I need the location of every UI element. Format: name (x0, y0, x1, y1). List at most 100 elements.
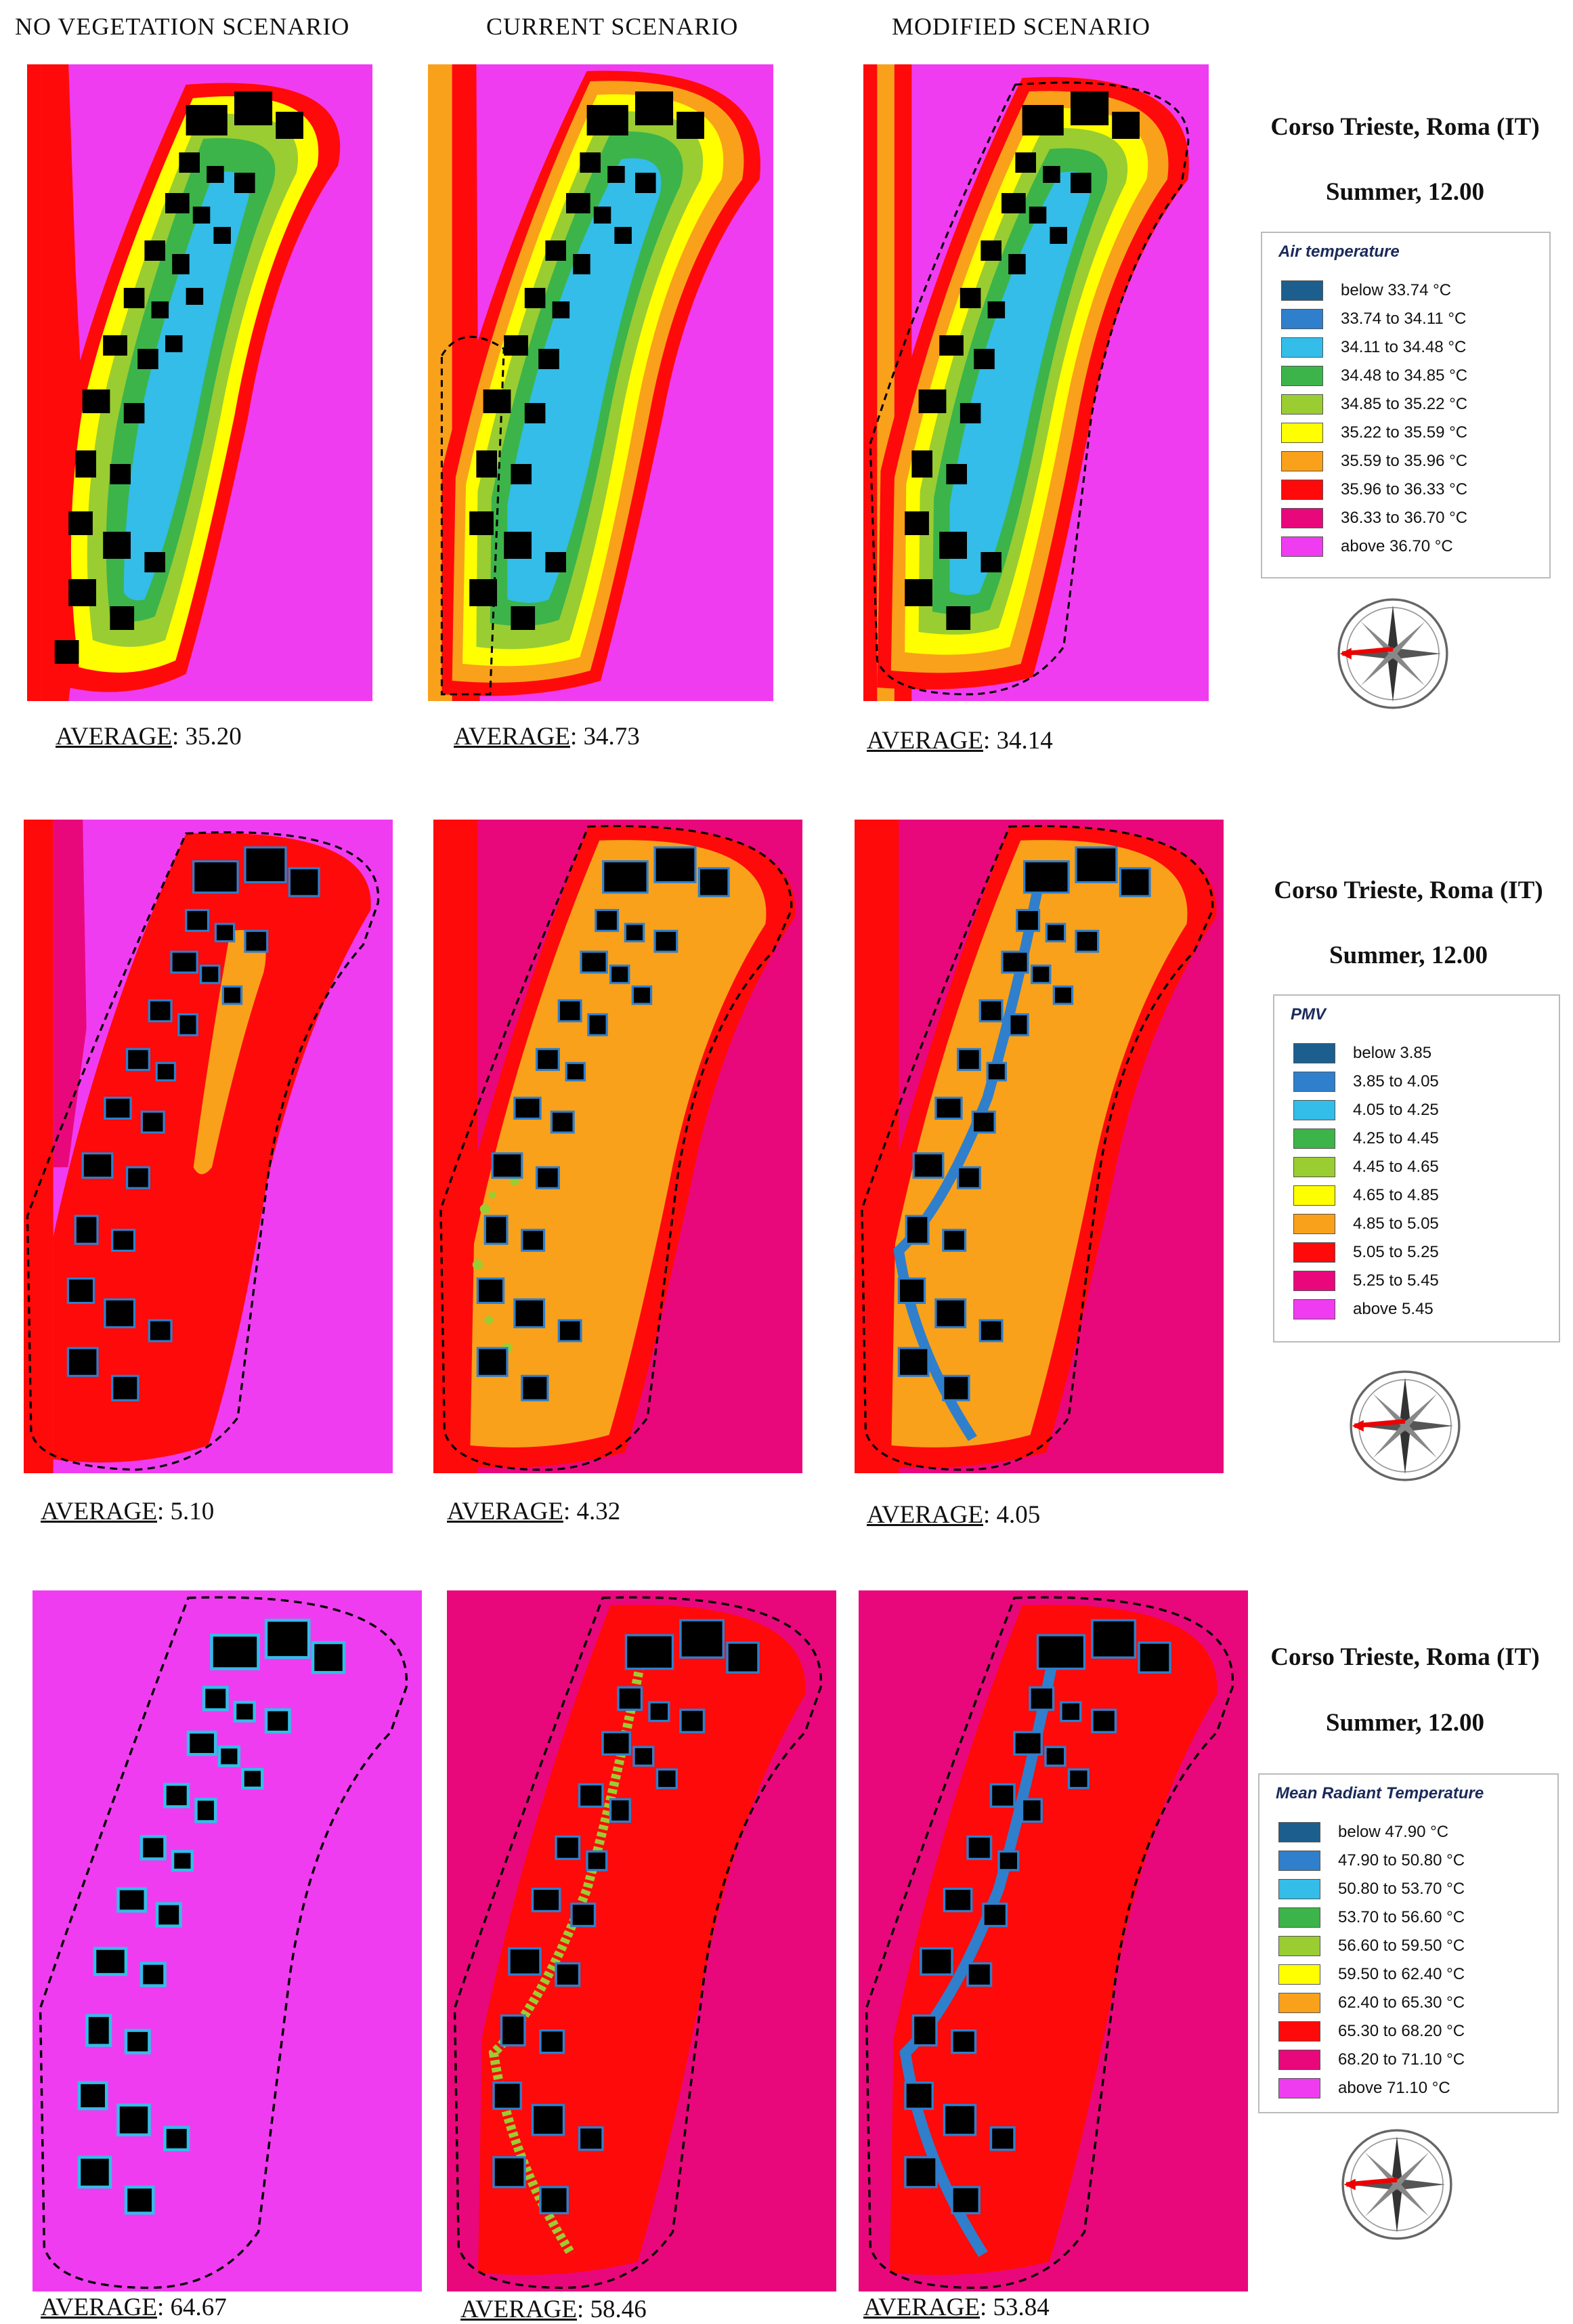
legend-swatch (1293, 1299, 1335, 1319)
column-header-current: CURRENT SCENARIO (486, 13, 739, 40)
map-pmv-no-vegetation (24, 820, 393, 1473)
legend-swatch (1278, 1822, 1320, 1842)
legend-row: above 5.45 (1293, 1298, 1434, 1321)
legend-row: 4.25 to 4.45 (1293, 1127, 1439, 1150)
site-title-row2: Corso Trieste, Roma (IT) (1274, 876, 1543, 904)
legend-row: 34.11 to 34.48 °C (1281, 336, 1466, 359)
legend-row: 62.40 to 65.30 °C (1278, 1991, 1465, 2014)
legend-title: PMV (1291, 1005, 1327, 1023)
legend-swatch (1281, 536, 1323, 557)
legend-label: below 47.90 °C (1338, 1823, 1449, 1841)
legend-row: above 71.10 °C (1278, 2077, 1450, 2100)
legend-label: 4.65 to 4.85 (1353, 1186, 1439, 1204)
legend-row: 4.65 to 4.85 (1293, 1184, 1439, 1207)
compass-rose-icon (1335, 596, 1450, 711)
map-mrt-no-vegetation (33, 1590, 422, 2291)
map-air-temp-no-vegetation (27, 64, 372, 701)
legend-label: 35.96 to 36.33 °C (1341, 480, 1468, 499)
legend-row: 4.85 to 5.05 (1293, 1212, 1439, 1235)
legend-label: 4.25 to 4.45 (1353, 1129, 1439, 1147)
map-pmv-current (433, 820, 802, 1473)
average-mrt-current: AVERAGE: 58.46 (460, 2296, 647, 2323)
legend-label: above 71.10 °C (1338, 2079, 1450, 2097)
legend-label: 34.48 to 34.85 °C (1341, 366, 1468, 385)
legend-row: 56.60 to 59.50 °C (1278, 1935, 1465, 1958)
legend-title: Mean Radiant Temperature (1276, 1784, 1484, 1802)
legend-swatch (1281, 451, 1323, 471)
legend-swatch (1281, 337, 1323, 358)
legend-row: 68.20 to 71.10 °C (1278, 2048, 1465, 2071)
legend-label: below 3.85 (1353, 1044, 1432, 1062)
compass-rose-icon (1339, 2127, 1455, 2242)
legend-row: 4.05 to 4.25 (1293, 1099, 1439, 1122)
legend-swatch (1281, 366, 1323, 386)
legend-row: below 3.85 (1293, 1042, 1431, 1065)
legend-row: 34.85 to 35.22 °C (1281, 393, 1467, 416)
legend-row: 5.05 to 5.25 (1293, 1241, 1439, 1264)
site-title-row1: Corso Trieste, Roma (IT) (1270, 113, 1540, 141)
legend-swatch (1293, 1157, 1335, 1177)
legend-row: 50.80 to 53.70 °C (1278, 1878, 1465, 1901)
legend-swatch (1281, 480, 1323, 500)
legend-row: 47.90 to 50.80 °C (1278, 1849, 1465, 1872)
legend-row: 3.85 to 4.05 (1293, 1070, 1439, 1093)
legend-label: above 5.45 (1353, 1300, 1434, 1318)
legend-label: 53.70 to 56.60 °C (1338, 1908, 1465, 1926)
legend-swatch (1293, 1271, 1335, 1291)
legend-title: Air temperature (1278, 242, 1400, 261)
legend-pmv: PMV below 3.85 3.85 to 4.05 4.05 to 4.25 4.… (1273, 994, 1560, 1343)
legend-swatch (1278, 1993, 1320, 2013)
legend-swatch (1293, 1214, 1335, 1234)
legend-label: 35.59 to 35.96 °C (1341, 452, 1468, 470)
site-title-row3: Corso Trieste, Roma (IT) (1270, 1643, 1540, 1671)
column-header-modified: MODIFIED SCENARIO (892, 13, 1151, 40)
legend-swatch (1281, 394, 1323, 415)
legend-label: 35.22 to 35.59 °C (1341, 423, 1468, 442)
legend-label: 4.45 to 4.65 (1353, 1158, 1439, 1176)
average-air-temp-current: AVERAGE: 34.73 (454, 723, 640, 751)
legend-swatch (1278, 1879, 1320, 1899)
legend-label: 47.90 to 50.80 °C (1338, 1851, 1465, 1869)
legend-label: 34.85 to 35.22 °C (1341, 395, 1468, 413)
legend-swatch (1278, 2078, 1320, 2098)
legend-row: 65.30 to 68.20 °C (1278, 2020, 1465, 2043)
legend-row: 59.50 to 62.40 °C (1278, 1963, 1465, 1986)
legend-swatch (1281, 508, 1323, 528)
legend-label: 59.50 to 62.40 °C (1338, 1965, 1465, 1983)
compass-rose-icon (1348, 1368, 1463, 1483)
legend-label: 4.85 to 5.05 (1353, 1214, 1439, 1233)
map-mrt-modified (859, 1590, 1248, 2291)
season-time-row2: Summer, 12.00 (1329, 942, 1488, 969)
legend-swatch (1281, 423, 1323, 443)
map-pmv-modified (855, 820, 1224, 1473)
legend-label: 3.85 to 4.05 (1353, 1072, 1439, 1091)
legend-label: 33.74 to 34.11 °C (1341, 310, 1467, 328)
legend-air-temperature: Air temperature below 33.74 °C 33.74 to 3… (1261, 232, 1551, 578)
legend-swatch (1278, 1964, 1320, 1985)
average-mrt-modified: AVERAGE: 53.84 (863, 2294, 1050, 2321)
average-air-temp-no-vegetation: AVERAGE: 35.20 (56, 723, 242, 751)
legend-label: 5.25 to 5.45 (1353, 1271, 1439, 1290)
legend-label: above 36.70 °C (1341, 537, 1453, 555)
average-air-temp-modified: AVERAGE: 34.14 (867, 727, 1053, 755)
legend-row: 33.74 to 34.11 °C (1281, 308, 1466, 331)
legend-swatch (1278, 1936, 1320, 1956)
legend-swatch (1278, 2021, 1320, 2042)
season-time-row3: Summer, 12.00 (1326, 1709, 1484, 1737)
map-air-temp-modified (863, 64, 1209, 701)
legend-label: 50.80 to 53.70 °C (1338, 1880, 1465, 1898)
legend-row: 35.96 to 36.33 °C (1281, 478, 1467, 501)
legend-row: 35.59 to 35.96 °C (1281, 450, 1467, 473)
legend-label: 36.33 to 36.70 °C (1341, 509, 1468, 527)
legend-label: below 33.74 °C (1341, 281, 1452, 299)
legend-row: below 33.74 °C (1281, 279, 1451, 302)
legend-row: 34.48 to 34.85 °C (1281, 364, 1467, 387)
legend-swatch (1293, 1043, 1335, 1063)
season-time-row1: Summer, 12.00 (1326, 178, 1484, 206)
legend-row: below 47.90 °C (1278, 1821, 1448, 1844)
legend-row: above 36.70 °C (1281, 535, 1453, 558)
legend-swatch (1278, 2050, 1320, 2070)
legend-swatch (1278, 1851, 1320, 1871)
legend-label: 68.20 to 71.10 °C (1338, 2050, 1465, 2069)
legend-row: 5.25 to 5.45 (1293, 1269, 1439, 1292)
